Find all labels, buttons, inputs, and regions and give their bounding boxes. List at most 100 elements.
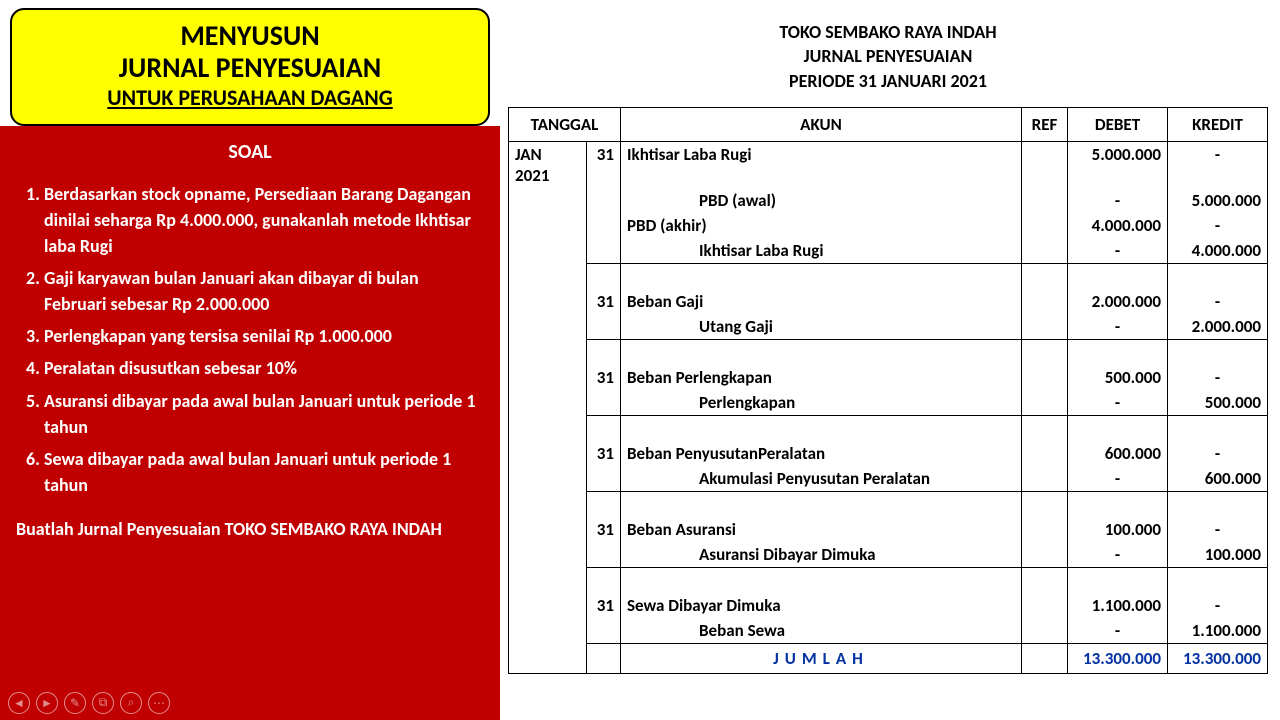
cell-day: [587, 491, 621, 517]
cell-month: [509, 415, 587, 441]
cell-kredit: -: [1168, 593, 1268, 618]
soal-item: Asuransi dibayar pada awal bulan Januari…: [44, 388, 484, 440]
cell-debet: -: [1068, 238, 1168, 264]
cell-month: [509, 365, 587, 390]
total-kredit: 13.300.000: [1168, 643, 1268, 673]
cell-month: [509, 339, 587, 365]
th-tanggal: TANGGAL: [509, 107, 621, 141]
cell-akun: Beban Gaji: [621, 289, 1022, 314]
slideshow-control-icon[interactable]: ⌕: [120, 692, 142, 714]
cell-kredit: [1168, 567, 1268, 593]
journal-row: [509, 491, 1268, 517]
cell-ref: [1022, 491, 1068, 517]
cell-akun: Beban Sewa: [621, 618, 1022, 644]
cell-debet: 1.100.000: [1068, 593, 1168, 618]
cell-debet: [1068, 263, 1168, 289]
cell-day: [587, 567, 621, 593]
journal-row: Beban Sewa-1.100.000: [509, 618, 1268, 644]
cell-month: [509, 643, 587, 673]
cell-akun: Beban Perlengkapan: [621, 365, 1022, 390]
cell-kredit: [1168, 415, 1268, 441]
cell-day: 31: [587, 593, 621, 618]
slideshow-control-icon[interactable]: ⧉: [92, 692, 114, 714]
doc-heading-line-1: TOKO SEMBAKO RAYA INDAH: [508, 20, 1268, 44]
cell-debet: 2.000.000: [1068, 289, 1168, 314]
cell-kredit: -: [1168, 289, 1268, 314]
cell-ref: [1022, 289, 1068, 314]
cell-ref: [1022, 263, 1068, 289]
cell-day: 31: [587, 517, 621, 542]
cell-month: [509, 213, 587, 238]
cell-akun: Akumulasi Penyusutan Peralatan: [621, 466, 1022, 492]
cell-ref: [1022, 365, 1068, 390]
cell-day: [587, 618, 621, 644]
soal-item: Peralatan disusutkan sebesar 10%: [44, 355, 484, 381]
cell-ref: [1022, 415, 1068, 441]
journal-total-row: JUMLAH13.300.00013.300.000: [509, 643, 1268, 673]
cell-day: [587, 390, 621, 416]
journal-row: Perlengkapan-500.000: [509, 390, 1268, 416]
cell-debet: [1068, 491, 1168, 517]
cell-kredit: -: [1168, 141, 1268, 188]
cell-akun: [621, 567, 1022, 593]
cell-kredit: [1168, 491, 1268, 517]
soal-item: Gaji karyawan bulan Januari akan dibayar…: [44, 265, 484, 317]
cell-debet: 5.000.000: [1068, 141, 1168, 188]
cell-akun: [621, 263, 1022, 289]
journal-row: PBD (akhir)4.000.000-: [509, 213, 1268, 238]
journal-row: Akumulasi Penyusutan Peralatan-600.000: [509, 466, 1268, 492]
cell-debet: -: [1068, 314, 1168, 340]
cell-kredit: 600.000: [1168, 466, 1268, 492]
journal-row: 31Beban Asuransi100.000-: [509, 517, 1268, 542]
soal-heading: SOAL: [16, 138, 484, 167]
cell-month: [509, 491, 587, 517]
cell-debet: 600.000: [1068, 441, 1168, 466]
cell-kredit: 4.000.000: [1168, 238, 1268, 264]
cell-month: [509, 618, 587, 644]
cell-kredit: -: [1168, 365, 1268, 390]
cell-kredit: [1168, 339, 1268, 365]
cell-day: 31: [587, 441, 621, 466]
cell-day: [587, 314, 621, 340]
journal-row: Asuransi Dibayar Dimuka-100.000: [509, 542, 1268, 568]
soal-footer: Buatlah Jurnal Penyesuaian TOKO SEMBAKO …: [16, 516, 484, 542]
cell-akun: [621, 415, 1022, 441]
cell-day: [587, 188, 621, 213]
doc-heading-line-3: PERIODE 31 JANUARI 2021: [508, 69, 1268, 93]
cell-ref: [1022, 390, 1068, 416]
cell-ref: [1022, 188, 1068, 213]
cell-akun: PBD (awal): [621, 188, 1022, 213]
cell-debet: [1068, 339, 1168, 365]
slideshow-control-icon[interactable]: ►: [36, 692, 58, 714]
slideshow-control-icon[interactable]: ⋯: [148, 692, 170, 714]
cell-kredit: 100.000: [1168, 542, 1268, 568]
cell-akun: PBD (akhir): [621, 213, 1022, 238]
cell-debet: [1068, 567, 1168, 593]
soal-panel: SOAL Berdasarkan stock opname, Persediaa…: [0, 126, 500, 720]
journal-row: [509, 339, 1268, 365]
slideshow-control-icon[interactable]: ◄: [8, 692, 30, 714]
cell-day: [587, 213, 621, 238]
slideshow-control-icon[interactable]: ✎: [64, 692, 86, 714]
cell-month: [509, 517, 587, 542]
cell-day: [587, 542, 621, 568]
cell-akun: Utang Gaji: [621, 314, 1022, 340]
th-ref: REF: [1022, 107, 1068, 141]
journal-row: Utang Gaji -2.000.000: [509, 314, 1268, 340]
document-heading: TOKO SEMBAKO RAYA INDAH JURNAL PENYESUAI…: [508, 20, 1268, 93]
cell-day: [587, 415, 621, 441]
journal-row: 31Beban Gaji2.000.000-: [509, 289, 1268, 314]
cell-month: [509, 314, 587, 340]
cell-akun: Ikhtisar Laba Rugi: [621, 141, 1022, 188]
cell-kredit: -: [1168, 441, 1268, 466]
cell-ref: [1022, 567, 1068, 593]
cell-kredit: 5.000.000: [1168, 188, 1268, 213]
cell-kredit: 2.000.000: [1168, 314, 1268, 340]
soal-item: Sewa dibayar pada awal bulan Januari unt…: [44, 446, 484, 498]
cell-akun: Sewa Dibayar Dimuka: [621, 593, 1022, 618]
cell-ref: [1022, 141, 1068, 188]
cell-month: [509, 593, 587, 618]
th-kredit: KREDIT: [1168, 107, 1268, 141]
cell-debet: -: [1068, 188, 1168, 213]
title-line-3: UNTUK PERUSAHAAN DAGANG: [18, 84, 482, 112]
